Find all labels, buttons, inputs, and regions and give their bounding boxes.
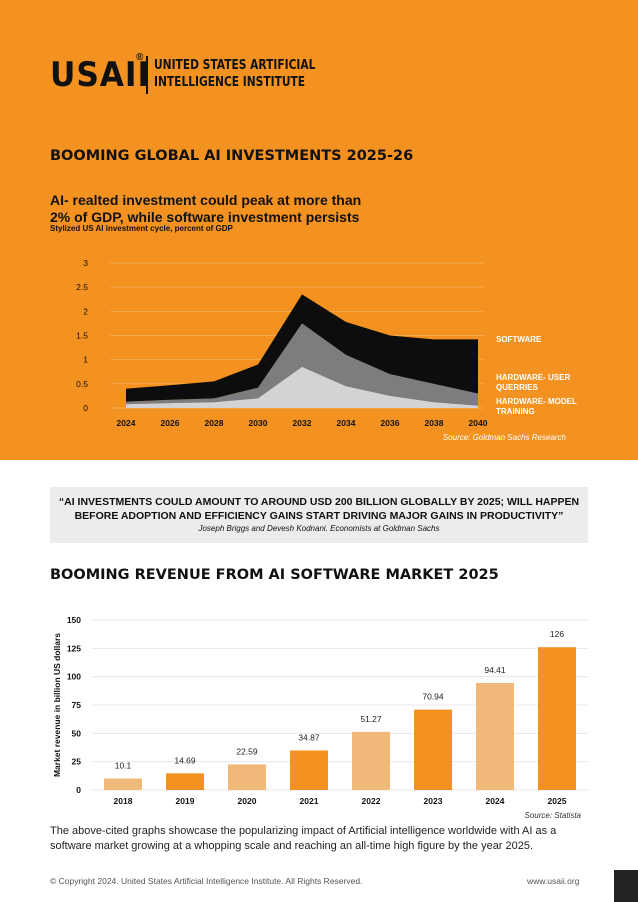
data-label-2025: 126: [550, 629, 564, 639]
x-tick-label: 2019: [176, 796, 195, 806]
y-tick-label: 1.5: [76, 331, 88, 341]
y-tick-label: 0.5: [76, 379, 88, 389]
data-label-2024: 94.41: [484, 665, 506, 675]
chart1-headline-line-1: AI- realted investment could peak at mor…: [50, 192, 362, 208]
area-software: [126, 294, 478, 402]
investments-section-title: BOOMING GLOBAL AI INVESTMENTS 2025-26: [50, 148, 414, 164]
y-tick-label: 100: [67, 672, 81, 682]
y-tick-label: 150: [67, 615, 81, 625]
x-tick-label: 2022: [362, 796, 381, 806]
corner-block: [614, 870, 638, 902]
x-tick-label: 2021: [300, 796, 319, 806]
bar-2019: [166, 773, 204, 790]
logo-name-line-2: INTELLIGENCE INSTITUTE: [154, 75, 306, 90]
data-label-2018: 10.1: [115, 761, 132, 771]
chart-description: The above-cited graphs showcase the popu…: [50, 825, 557, 852]
x-tick-label: 2034: [337, 418, 356, 428]
y-tick-label: 0: [83, 403, 88, 413]
quote-box: “AI INVESTMENTS COULD AMOUNT TO AROUND U…: [50, 487, 588, 543]
x-tick-label: 2028: [205, 418, 224, 428]
y-tick-label: 2.5: [76, 282, 88, 292]
y-tick-label: 50: [72, 728, 82, 738]
quote-author: Joseph Briggs and Devesh Kodnani. Econom…: [198, 524, 440, 533]
chart1-source: Source: Goldman Sachs Research: [443, 433, 567, 442]
x-tick-label: 2023: [424, 796, 443, 806]
x-tick-label: 2040: [469, 418, 488, 428]
bar-2025: [538, 647, 576, 790]
legend-hardware-user-queries-line-1: HARDWARE- USER: [496, 373, 570, 382]
bar-2023: [414, 709, 452, 790]
x-tick-label: 2026: [161, 418, 180, 428]
chart1-subtitle: Stylized US AI investment cycle, percent…: [50, 224, 233, 233]
area-hardware-model-training: [126, 366, 478, 408]
data-label-2020: 22.59: [236, 746, 258, 756]
logo-mark: USAII: [50, 55, 151, 95]
data-label-2021: 34.87: [298, 732, 320, 742]
y-tick-label: 3: [83, 258, 88, 268]
quote-text: “AI INVESTMENTS COULD AMOUNT TO AROUND U…: [58, 496, 580, 522]
bar-2024: [476, 683, 514, 790]
data-label-2022: 51.27: [360, 714, 382, 724]
x-tick-label: 2036: [381, 418, 400, 428]
legend-hardware-model-training-line-1: HARDWARE- MODEL: [496, 397, 577, 406]
x-tick-label: 2038: [425, 418, 444, 428]
y-axis-label: Market revenue in billion US dollars: [52, 633, 62, 777]
chart1-headline-line-2: 2% of GDP, while software investment per…: [50, 209, 360, 225]
y-tick-label: 2: [83, 306, 88, 316]
revenue-section-title: BOOMING REVENUE FROM AI SOFTWARE MARKET …: [50, 567, 499, 583]
logo-name-line-1: UNITED STATES ARTIFICIAL: [154, 58, 316, 73]
copyright-notice: © Copyright 2024. United States Artifici…: [50, 876, 363, 886]
registered-mark: ®: [136, 52, 144, 63]
bar-2020: [228, 764, 266, 790]
chart2-source: Source: Statista: [525, 811, 582, 820]
x-tick-label: 2030: [249, 418, 268, 428]
bar-2021: [290, 750, 328, 790]
y-tick-label: 1: [83, 355, 88, 365]
y-tick-label: 75: [72, 700, 82, 710]
y-tick-label: 25: [72, 757, 82, 767]
bar-2022: [352, 731, 390, 790]
logo-institute-name: UNITED STATES ARTIFICIAL INTELLIGENCE IN…: [154, 57, 318, 91]
legend-hardware-user-queries-line-2: QUERRIES: [496, 383, 538, 392]
logo-divider: [146, 56, 148, 94]
x-tick-label: 2024: [117, 418, 136, 428]
legend-hardware-model-training-line-2: TRAINING: [496, 407, 535, 416]
data-label-2023: 70.94: [422, 692, 444, 702]
y-tick-label: 0: [76, 785, 81, 795]
usaii-logo[interactable]: USAII ® UNITED STATES ARTIFICIAL INTELLI…: [50, 52, 315, 96]
x-tick-label: 2020: [238, 796, 257, 806]
x-tick-label: 2025: [548, 796, 567, 806]
chart1-headline: AI- realted investment could peak at mor…: [50, 192, 361, 226]
website-link[interactable]: www.usaii.org: [527, 876, 580, 886]
data-label-2019: 14.69: [174, 755, 196, 765]
bar-2018: [104, 778, 142, 790]
legend-software: SOFTWARE: [496, 335, 542, 344]
y-tick-label: 125: [67, 643, 81, 653]
area-hardware-user-queries: [126, 323, 478, 406]
x-tick-label: 2024: [486, 796, 505, 806]
x-tick-label: 2018: [114, 796, 133, 806]
x-tick-label: 2032: [293, 418, 312, 428]
